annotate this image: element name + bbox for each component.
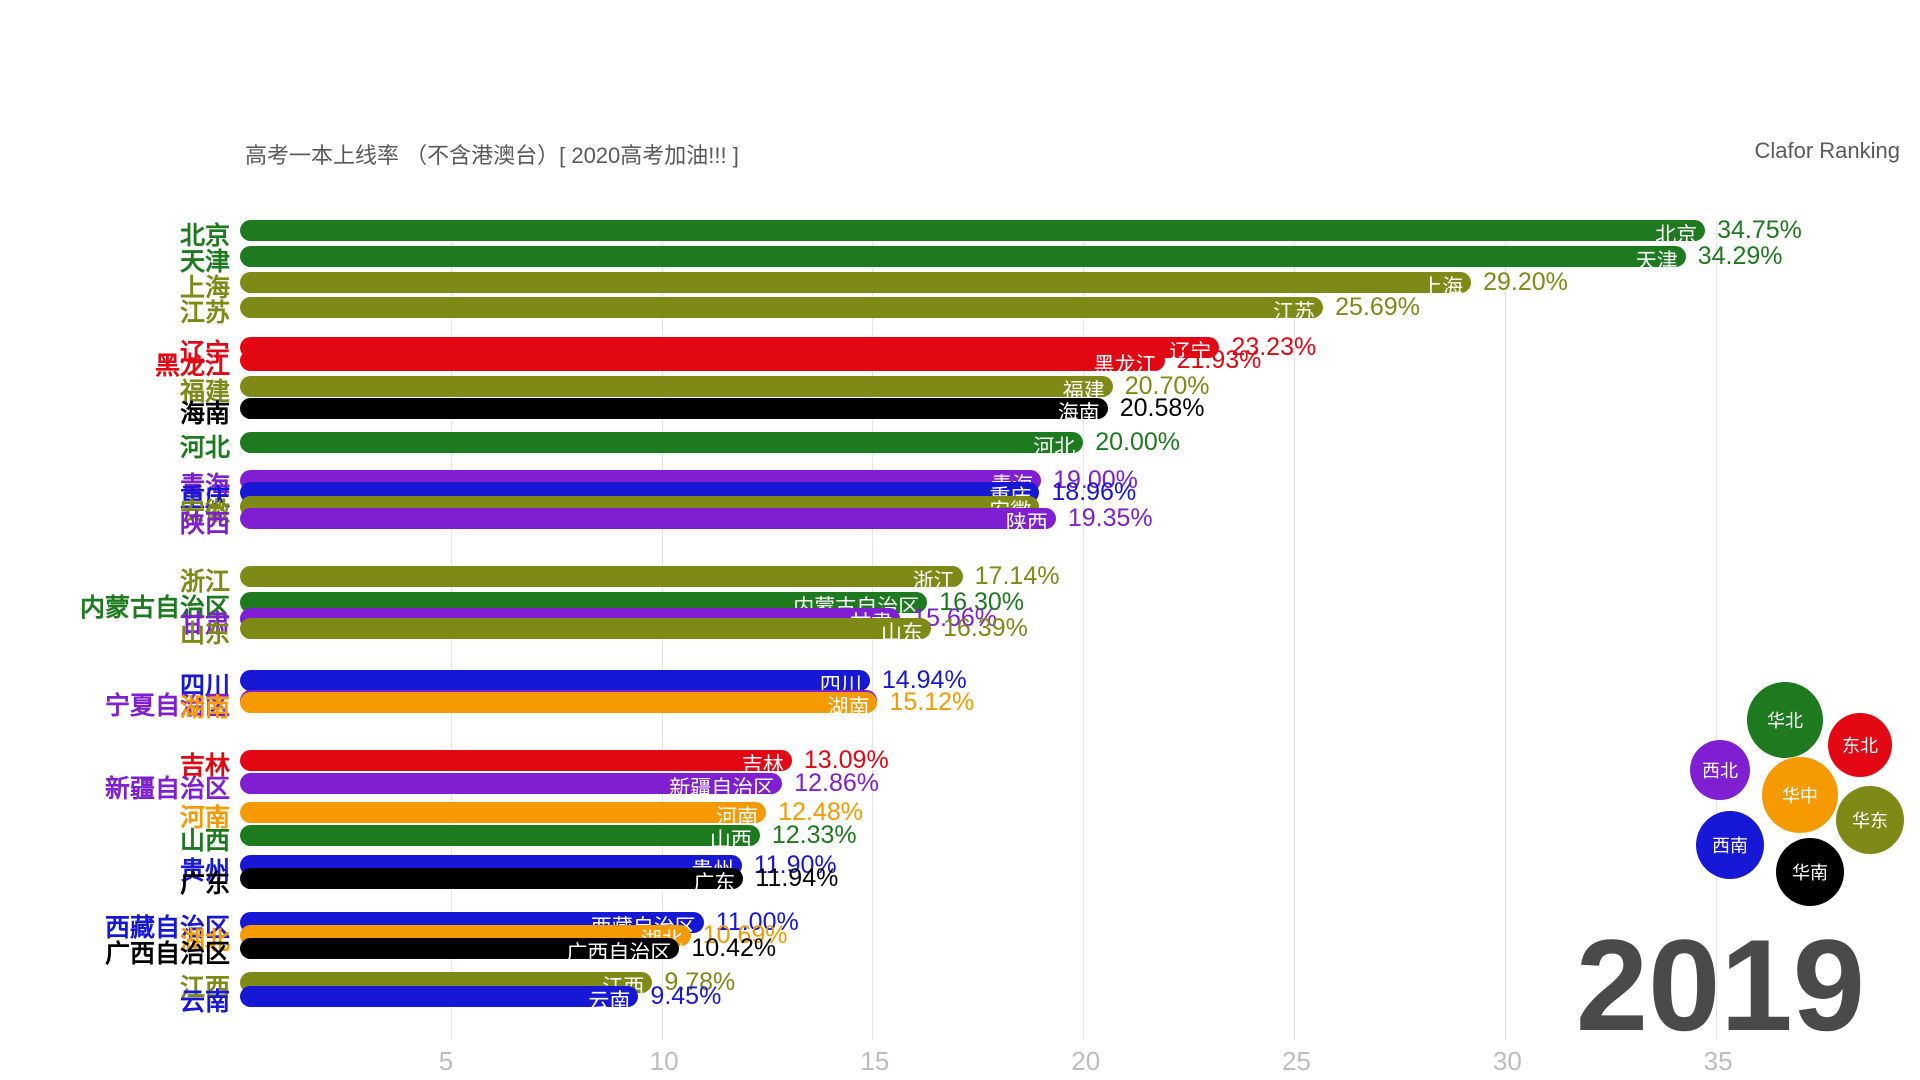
year-label: 2019: [1576, 910, 1865, 1060]
bar: [240, 220, 1705, 241]
legend-circle: 东北: [1828, 713, 1892, 777]
bar: [240, 670, 870, 691]
bar: [240, 750, 792, 771]
watermark: Clafor Ranking: [1754, 138, 1900, 164]
legend-circle: 华北: [1747, 682, 1823, 758]
value-label: 29.20%: [1483, 268, 1568, 297]
y-label: 陕西: [0, 504, 230, 540]
value-label: 20.58%: [1120, 394, 1205, 423]
bar-inner-label: 云南: [588, 985, 630, 1015]
bar: [240, 692, 877, 713]
value-label: 15.12%: [889, 688, 974, 717]
bar: [240, 868, 743, 889]
bar-inner-label: 湖南: [827, 691, 869, 721]
value-label: 21.93%: [1177, 346, 1262, 375]
bar-inner-label: 山西: [710, 824, 752, 854]
y-label: 云南: [0, 982, 230, 1018]
value-label: 11.94%: [755, 864, 838, 893]
value-label: 9.45%: [650, 982, 721, 1011]
value-label: 20.00%: [1095, 428, 1180, 457]
bar-inner-label: 上海: [1421, 271, 1463, 301]
bar-inner-label: 山东: [881, 617, 923, 647]
value-label: 34.29%: [1698, 242, 1783, 271]
x-tick-label: 10: [650, 1046, 679, 1077]
x-tick-label: 30: [1493, 1046, 1522, 1077]
bar: [240, 350, 1165, 371]
y-label: 江苏: [0, 293, 230, 329]
bar-inner-label: 新疆自治区: [669, 772, 774, 802]
y-label: 广东: [0, 864, 230, 900]
bar-inner-label: 广西自治区: [566, 937, 671, 967]
value-label: 12.33%: [772, 821, 857, 850]
legend-circle: 西北: [1690, 740, 1750, 800]
value-label: 18.96%: [1051, 478, 1136, 507]
x-tick-label: 20: [1071, 1046, 1100, 1077]
bar: [240, 618, 931, 639]
legend-circle: 华南: [1776, 838, 1844, 906]
bar: [240, 802, 766, 823]
x-tick-label: 15: [860, 1046, 889, 1077]
bar: [240, 246, 1686, 267]
y-label: 湖南: [0, 688, 230, 724]
bar-inner-label: 海南: [1058, 397, 1100, 427]
legend-circle: 西南: [1696, 811, 1764, 879]
bar: [240, 508, 1056, 529]
bar-inner-label: 陕西: [1006, 507, 1048, 537]
y-label: 海南: [0, 394, 230, 430]
y-label: 河北: [0, 428, 230, 464]
bar-chart-race: 高考一本上线率 （不含港澳台）[ 2020高考加油!!! ] Clafor Ra…: [0, 0, 1920, 1080]
bar: [240, 398, 1108, 419]
x-tick-label: 5: [439, 1046, 453, 1077]
bar: [240, 272, 1471, 293]
legend-circle: 华中: [1762, 757, 1838, 833]
bar: [240, 986, 638, 1007]
bar-inner-label: 天津: [1636, 245, 1678, 275]
bar: [240, 566, 963, 587]
bar: [240, 432, 1083, 453]
gridline: [1505, 220, 1506, 1040]
plot-area: 5101520253035北京北京34.75%天津天津34.29%上海上海29.…: [240, 220, 1800, 1040]
bar: [240, 825, 760, 846]
value-label: 16.39%: [943, 614, 1028, 643]
bar: [240, 376, 1113, 397]
bar-inner-label: 广东: [693, 867, 735, 897]
y-label: 山东: [0, 614, 230, 650]
chart-title: 高考一本上线率 （不含港澳台）[ 2020高考加油!!! ]: [245, 138, 739, 170]
bar-inner-label: 江苏: [1273, 296, 1315, 326]
value-label: 19.35%: [1068, 504, 1153, 533]
value-label: 12.86%: [794, 769, 879, 798]
value-label: 10.42%: [691, 934, 776, 963]
bar-inner-label: 河北: [1033, 431, 1075, 461]
y-label: 广西自治区: [0, 934, 230, 970]
value-label: 34.75%: [1717, 216, 1802, 245]
legend-circle: 华东: [1836, 786, 1904, 854]
bar: [240, 297, 1323, 318]
value-label: 25.69%: [1335, 293, 1420, 322]
x-tick-label: 25: [1282, 1046, 1311, 1077]
value-label: 17.14%: [975, 562, 1060, 591]
